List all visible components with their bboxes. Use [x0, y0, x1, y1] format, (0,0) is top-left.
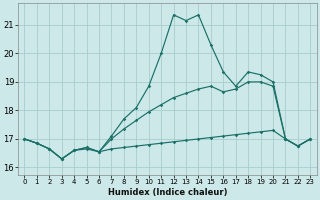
X-axis label: Humidex (Indice chaleur): Humidex (Indice chaleur) [108, 188, 227, 197]
